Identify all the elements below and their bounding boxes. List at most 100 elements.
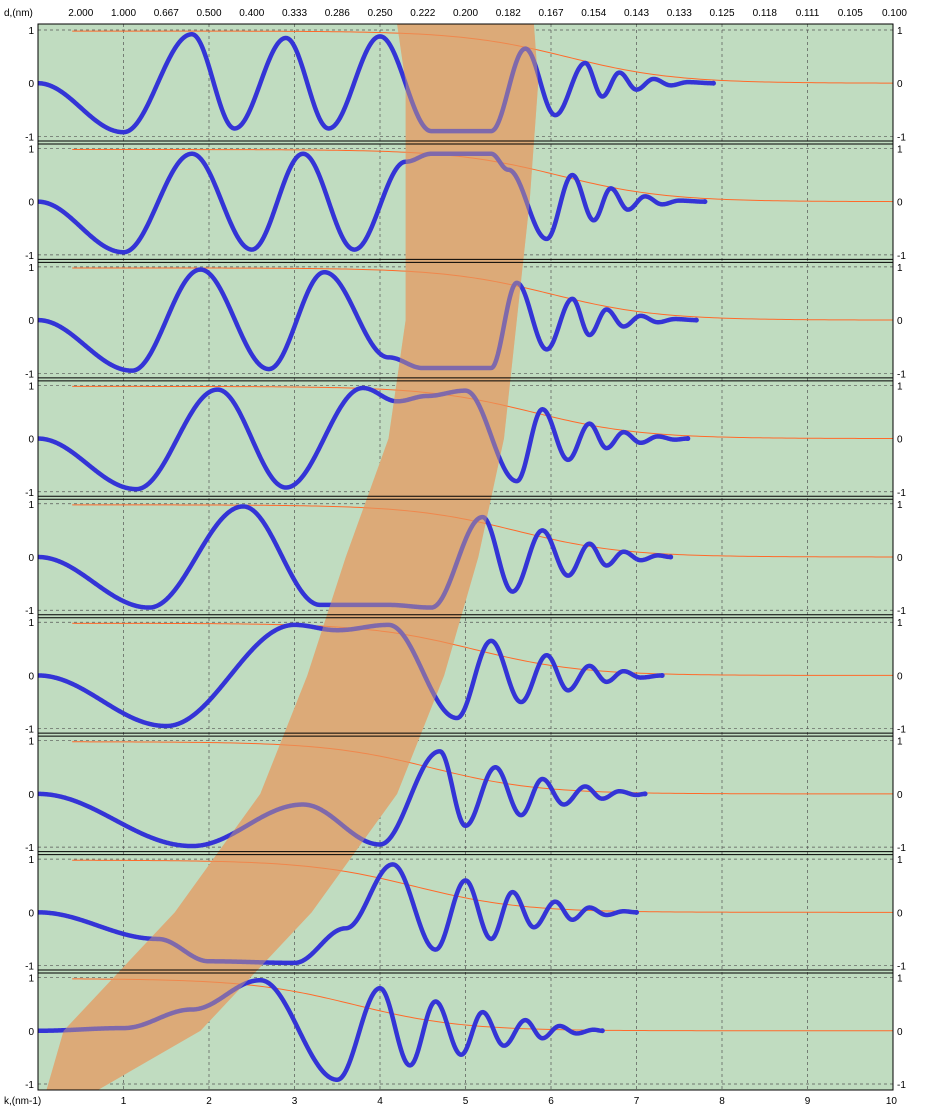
y-tick-label: 0 <box>28 79 34 90</box>
signal-line <box>38 749 648 849</box>
y-tick-label: 1 <box>28 26 34 37</box>
x2-tick-label: 1.000 <box>111 8 136 19</box>
y-tick-label-right: -1 <box>897 725 906 736</box>
diffraction-band-overlay <box>46 24 539 1090</box>
signal-endpoint <box>599 1028 605 1034</box>
y-tick-label-right: 0 <box>897 671 903 682</box>
y-tick-label-right: 1 <box>897 263 903 274</box>
envelope-line <box>72 859 893 913</box>
signal-line <box>38 504 673 610</box>
envelope-layer <box>72 30 893 1032</box>
y-tick-label-right: 0 <box>897 79 903 90</box>
y-tick-label: -1 <box>25 132 34 143</box>
signal-endpoint <box>659 672 665 678</box>
x2-tick-label: 0.500 <box>196 8 221 19</box>
x2-tick-label: 0.125 <box>709 8 734 19</box>
y-tick-label: 1 <box>28 737 34 748</box>
y-tick-label: 1 <box>28 974 34 985</box>
x2-tick-label: 0.118 <box>753 8 778 19</box>
signal-line <box>38 151 708 255</box>
x2-tick-label: 0.143 <box>624 8 649 19</box>
x2-tick-label: 0.100 <box>882 8 907 19</box>
y-tick-label: 0 <box>28 435 34 446</box>
y-tick-label-right: 1 <box>897 855 903 866</box>
y-tick-label-right: -1 <box>897 1080 906 1091</box>
y-tick-label: -1 <box>25 606 34 617</box>
signal-endpoint <box>668 554 674 560</box>
y-tick-label: 0 <box>28 908 34 919</box>
envelope-line <box>72 385 893 439</box>
signal-line <box>38 32 716 135</box>
y-tick-label-right: 1 <box>897 974 903 985</box>
y-tick-label: -1 <box>25 725 34 736</box>
x-tick-label: 3 <box>292 1096 298 1107</box>
x-tick-label: 7 <box>634 1096 640 1107</box>
y-tick-label: 0 <box>28 553 34 564</box>
y-tick-label-right: 1 <box>897 381 903 392</box>
y-tick-label-right: -1 <box>897 132 906 143</box>
y-tick-label-right: 0 <box>897 790 903 801</box>
y-tick-label: 1 <box>28 618 34 629</box>
axis-labels: 1 10 0-1 -11 10 0-1 -11 10 0-1 -11 10 0-1 -11 10 0-1 -1… <box>25 8 907 1107</box>
y-tick-label-right: -1 <box>897 369 906 380</box>
envelope-line <box>72 267 893 321</box>
y-tick-label-right: 1 <box>897 26 903 37</box>
y-tick-label: 0 <box>28 198 34 209</box>
x2-tick-label: 0.111 <box>796 8 820 19</box>
y-tick-label: 1 <box>28 263 34 274</box>
x-tick-label: 2 <box>206 1096 212 1107</box>
x-tick-label: 6 <box>548 1096 554 1107</box>
band-layer <box>46 24 539 1090</box>
x2-tick-label: 0.400 <box>239 8 264 19</box>
y-tick-label-right: -1 <box>897 251 906 262</box>
envelope-line <box>72 978 893 1032</box>
y-tick-label-right: 1 <box>897 144 903 155</box>
y-tick-label-right: 0 <box>897 1027 903 1038</box>
y-tick-label: -1 <box>25 488 34 499</box>
y-tick-label: 1 <box>28 381 34 392</box>
signal-endpoint <box>693 317 699 323</box>
y-tick-label-right: -1 <box>897 843 906 854</box>
y-tick-label: -1 <box>25 369 34 380</box>
signal-endpoint <box>702 199 708 205</box>
y-tick-label: 1 <box>28 144 34 155</box>
y-tick-label: -1 <box>25 843 34 854</box>
signal-endpoint <box>634 909 639 915</box>
y-tick-label-right: 0 <box>897 553 903 564</box>
plot-frame <box>37 23 894 1091</box>
signal-line <box>38 622 665 729</box>
envelope-line <box>72 504 893 558</box>
signal-endpoint <box>685 436 691 442</box>
x2-tick-label: 0.333 <box>282 8 307 19</box>
y-tick-label: -1 <box>25 962 34 973</box>
x2-tick-label: 0.167 <box>538 8 563 19</box>
signal-line <box>38 977 605 1082</box>
x2-tick-label: 0.667 <box>154 8 179 19</box>
signal-line <box>38 385 691 492</box>
signal-endpoint <box>642 791 648 797</box>
x2-tick-label: 0.222 <box>410 8 435 19</box>
band-overlay-layer <box>46 24 539 1090</box>
signal-line <box>38 267 699 373</box>
y-tick-label-right: -1 <box>897 488 906 499</box>
y-tick-label-right: 0 <box>897 316 903 327</box>
y-tick-label-right: 0 <box>897 908 903 919</box>
x2-tick-label: 0.200 <box>453 8 478 19</box>
x-tick-label: 5 <box>463 1096 469 1107</box>
y-tick-label-right: 1 <box>897 618 903 629</box>
y-tick-label-right: 1 <box>897 737 903 748</box>
signal-endpoint <box>710 80 716 86</box>
x-tick-label: 10 <box>886 1096 898 1107</box>
y-tick-label: 0 <box>28 1027 34 1038</box>
x2-tick-label: 0.105 <box>838 8 863 19</box>
x2-tick-label: 0.133 <box>667 8 692 19</box>
y-tick-label-right: -1 <box>897 606 906 617</box>
y-tick-label-right: -1 <box>897 962 906 973</box>
x2-tick-label: 0.250 <box>367 8 392 19</box>
y-tick-label-right: 0 <box>897 435 903 446</box>
x2-tick-label: 0.182 <box>496 8 521 19</box>
x2-tick-label: 2.000 <box>68 8 93 19</box>
envelope-line <box>72 30 893 84</box>
y-tick-label: 0 <box>28 671 34 682</box>
envelope-line <box>72 741 893 795</box>
